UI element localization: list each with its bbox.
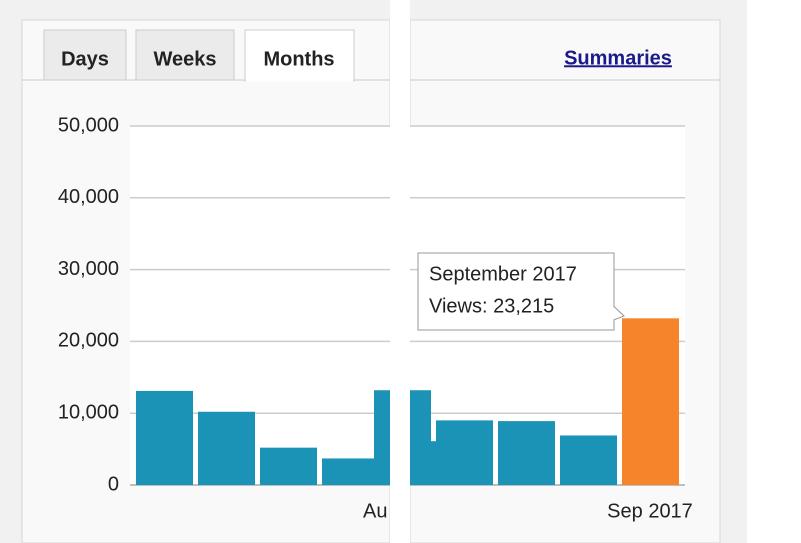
bar [560,435,617,485]
tab-label[interactable]: Weeks [153,48,216,70]
y-tick-label: 10,000 [58,401,119,423]
overlay: September 2017 Views: 23,215 [417,252,625,331]
tab[interactable] [135,29,235,81]
tab-label[interactable]: Days [61,48,109,70]
y-tick-label: 50,000 [58,114,119,136]
screenshot-seam [390,0,410,543]
bar [622,318,679,485]
y-tick-label: 40,000 [58,186,119,208]
y-tick-label: 0 [108,473,119,495]
tooltip-box [417,252,615,331]
tab-label-active[interactable]: Months [263,48,334,70]
bar [436,420,493,485]
summaries-link[interactable]: Summaries [564,47,672,69]
tab[interactable] [43,29,127,81]
y-tick-label: 30,000 [58,258,119,280]
x-tick-label: Au [363,500,387,522]
y-tick-label: 20,000 [58,330,119,352]
x-tick-label: Sep 2017 [607,500,693,522]
bar [136,390,193,485]
tooltip-text: Views: 23,215 [429,295,554,317]
bar [498,421,555,485]
bar [260,447,317,485]
tab-active[interactable] [244,29,355,82]
plot: 0 10,000 20,000 30,000 40,000 50,000 Au Sep 201… [58,114,693,522]
bar [198,411,255,485]
tooltip-title: September 2017 [429,263,577,285]
tooltip-pointer [613,305,625,321]
bar [322,458,379,485]
